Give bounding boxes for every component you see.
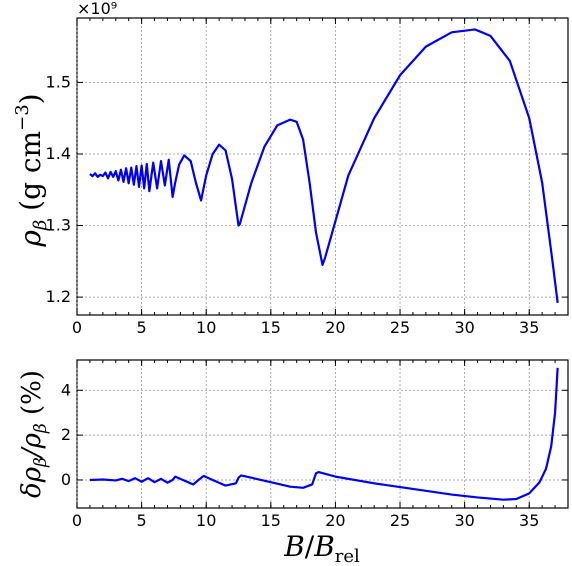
top-offset-label: ×10⁹: [77, 0, 117, 18]
bottom-y-tick-label: 4: [61, 380, 71, 399]
top-grid: [76, 18, 568, 315]
bottom-x-tick-label: 35: [519, 511, 539, 530]
top-x-tick-label: 15: [261, 318, 281, 337]
top-plot-frame: [76, 17, 569, 316]
top-x-tick-label: 10: [196, 318, 216, 337]
bottom-ticks: 0 5 10 15 20 25 30 35 0 2 4: [61, 360, 569, 530]
top-x-tick-label: 0: [72, 318, 82, 337]
bottom-plot-frame: [76, 359, 569, 509]
bottom-x-tick-label: 30: [454, 511, 474, 530]
bottom-grid: [76, 360, 568, 508]
bottom-x-tick-label: 20: [325, 511, 345, 530]
top-y-axis-label: ρβ (g cm−3): [12, 93, 51, 247]
top-x-tick-label: 30: [454, 318, 474, 337]
top-x-tick-label: 5: [137, 318, 147, 337]
bottom-y-axis-label: δρβ/ρβ (%): [17, 370, 51, 498]
bottom-x-tick-label: 5: [137, 511, 147, 530]
top-x-tick-label: 35: [519, 318, 539, 337]
top-y-tick-label: 1.2: [46, 287, 71, 306]
top-y-tick-label: 1.3: [46, 216, 71, 235]
top-x-tick-label: 25: [390, 318, 410, 337]
bottom-x-axis-label: B/Brel: [283, 530, 360, 566]
top-y-tick-label: 1.4: [46, 144, 71, 163]
bottom-x-tick-label: 10: [196, 511, 216, 530]
bottom-series-line: [89, 367, 559, 501]
bottom-x-tick-label: 0: [72, 511, 82, 530]
top-panel: 0 5 10 15 20 25 30 35 1.2 1.3 1.4 1.5 ×10⁹ ρβ (g cm…: [12, 0, 569, 337]
bottom-y-tick-label: 2: [61, 425, 71, 444]
top-x-tick-label: 20: [325, 318, 345, 337]
top-y-tick-label: 1.5: [46, 72, 71, 91]
bottom-panel: 0 5 10 15 20 25 30 35 0 2 4 δρβ/ρβ (%) B/Brel: [17, 359, 569, 566]
top-series-line: [89, 28, 559, 303]
bottom-x-tick-label: 25: [390, 511, 410, 530]
top-ticks: 0 5 10 15 20 25 30 35 1.2 1.3 1.4 1.5: [46, 18, 569, 337]
bottom-y-tick-label: 0: [61, 470, 71, 489]
bottom-x-tick-label: 15: [261, 511, 281, 530]
